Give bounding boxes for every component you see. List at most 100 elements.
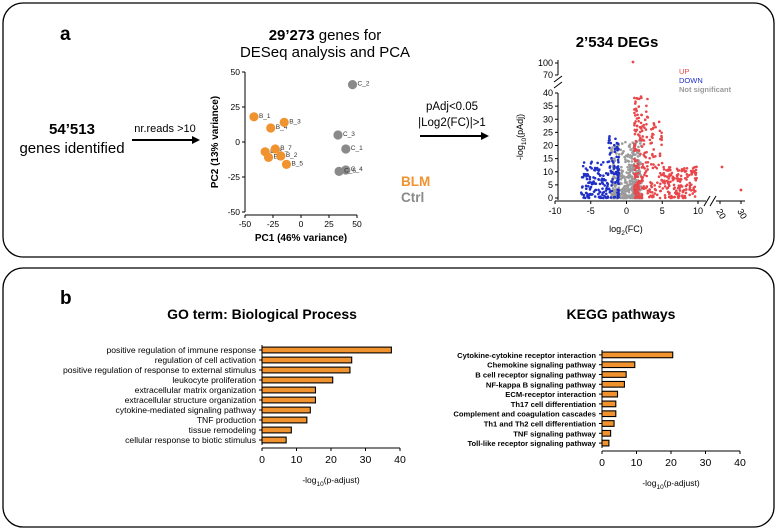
volcano-point-up xyxy=(690,173,694,176)
volcano-point-up xyxy=(638,136,642,140)
volcano-point-up xyxy=(663,179,666,183)
kegg-category-label: Th1 and Th2 cell differentiation xyxy=(484,420,597,429)
volcano-point-down xyxy=(588,188,592,191)
volcano-point-ns xyxy=(620,142,624,145)
volcano-point-up xyxy=(637,185,640,188)
volcano-point-up xyxy=(648,138,652,142)
deseq-title-line2: DESeq analysis and PCA xyxy=(240,44,410,61)
volcano-point-up xyxy=(643,118,647,122)
volcano-point-up xyxy=(636,195,639,199)
volcano-point-down xyxy=(595,166,599,170)
volcano-y-break xyxy=(553,75,563,83)
volcano-point-down xyxy=(593,166,597,170)
volcano-point-up xyxy=(637,97,641,101)
deseq-title-line1: 29’273 genes for xyxy=(269,27,382,44)
volcano-x-axis-label: log2(FC) xyxy=(609,224,643,237)
go-category-label: leukocyte proliferation xyxy=(172,375,256,385)
volcano-point-up xyxy=(654,154,657,158)
kegg-category-label: Cytokine-cytokine receptor interaction xyxy=(457,351,596,360)
volcano-point-up xyxy=(680,169,684,173)
go-bar xyxy=(261,366,351,374)
volcano-point-down xyxy=(604,189,608,192)
volcano-x-break xyxy=(709,195,717,207)
pca-point xyxy=(266,123,276,133)
volcano-point-down xyxy=(616,181,620,185)
volcano-x-tick-label: 30 xyxy=(735,207,749,221)
volcano-point-up xyxy=(652,163,655,166)
kegg-x-tick-label: 30 xyxy=(700,457,712,469)
volcano-point-up xyxy=(639,121,643,125)
volcano-point-up xyxy=(633,186,636,190)
volcano-point-up xyxy=(651,152,654,156)
volcano-point-up xyxy=(641,162,644,166)
go-category-label: positive regulation of response to exter… xyxy=(63,365,256,375)
volcano-point-up xyxy=(652,123,656,127)
volcano-point-up xyxy=(635,124,639,128)
volcano-point-up xyxy=(646,191,650,195)
volcano-point-ns xyxy=(623,181,627,184)
volcano-point-ns xyxy=(621,195,625,198)
panel-b-label: b xyxy=(60,288,72,309)
pca-point xyxy=(279,117,289,127)
volcano-point-up xyxy=(667,192,671,196)
pca-point-label: C_2 xyxy=(358,81,370,88)
volcano-point-down xyxy=(601,187,604,190)
volcano-point-ns xyxy=(630,196,633,199)
volcano-point-up xyxy=(633,144,636,148)
volcano-point-down xyxy=(617,173,620,176)
volcano-point-down xyxy=(604,196,608,199)
volcano-point-down xyxy=(616,177,619,180)
volcano-y-break xyxy=(553,81,563,89)
volcano-point-ns xyxy=(614,183,618,187)
volcano-point-up xyxy=(685,188,688,191)
volcano-point-up xyxy=(649,163,653,166)
volcano-point-up xyxy=(665,187,669,190)
volcano-point-up xyxy=(694,173,698,177)
volcano-y-label-sub: 10 xyxy=(521,138,528,146)
volcano-point-up xyxy=(633,172,636,176)
volcano-point-up xyxy=(688,181,692,185)
filter-label: nr.reads >10 xyxy=(134,123,195,135)
go-bar xyxy=(261,396,317,404)
volcano-point-down xyxy=(582,193,586,197)
volcano-point-ns xyxy=(630,160,634,163)
go-bar xyxy=(261,416,308,424)
volcano-point-up xyxy=(646,116,650,119)
volcano-point-up xyxy=(686,175,689,179)
volcano-point-up xyxy=(633,176,637,179)
kegg-bar xyxy=(601,361,636,369)
pca-y-tick-label: -25 xyxy=(228,172,241,182)
volcano-point-down xyxy=(602,174,605,178)
volcano-point-down xyxy=(590,160,593,164)
kegg-x-tick-label: 20 xyxy=(665,457,677,469)
volcano-point-up xyxy=(635,183,639,187)
volcano-point-up xyxy=(683,176,687,180)
volcano-point-up xyxy=(644,156,648,159)
volcano-point-up xyxy=(668,184,671,188)
kegg-title: KEGG pathways xyxy=(567,306,676,322)
volcano-point-up xyxy=(667,168,671,172)
volcano-point-down xyxy=(609,141,613,145)
volcano-point-ns xyxy=(612,192,616,196)
volcano-point-down xyxy=(597,188,600,192)
volcano-point-ns xyxy=(637,145,640,149)
volcano-point-up xyxy=(633,168,637,172)
volcano-point-up xyxy=(635,189,639,193)
volcano-point-up xyxy=(684,191,688,195)
volcano-point-up xyxy=(663,196,667,200)
go-category-label: regulation of cell activation xyxy=(155,355,256,365)
volcano-point-ns xyxy=(628,173,632,177)
volcano-point-up xyxy=(674,189,678,192)
volcano-point-down xyxy=(589,165,592,169)
go-x-tick-label: 30 xyxy=(360,454,372,466)
volcano-point-down xyxy=(615,166,618,169)
volcano-point-ns xyxy=(621,191,624,195)
volcano-point-up xyxy=(637,149,641,152)
kegg-x-tick-label: 0 xyxy=(599,457,605,469)
volcano-point-up xyxy=(633,147,636,151)
pca-point-label: C_1 xyxy=(351,145,363,152)
volcano-point-down xyxy=(615,141,619,145)
panel-a-label: a xyxy=(60,24,71,45)
volcano-point-down xyxy=(616,158,620,162)
